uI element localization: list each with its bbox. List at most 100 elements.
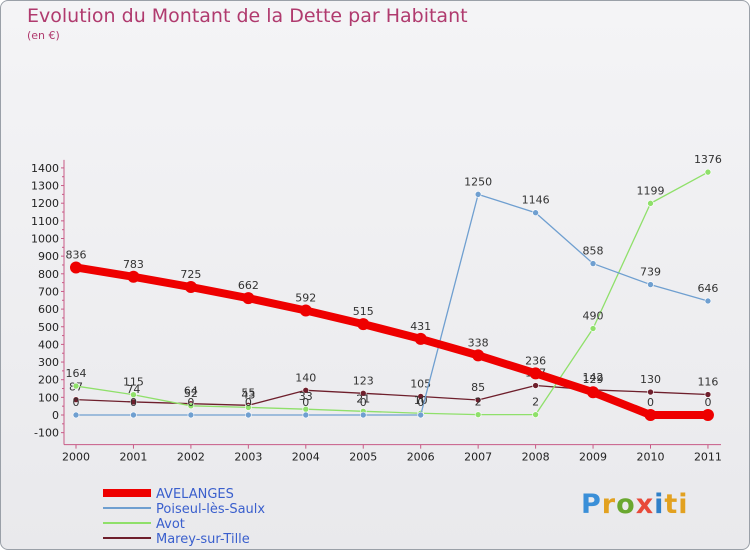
data-label-avot: 490 bbox=[583, 310, 604, 323]
data-label-marey-sur-tille: 64 bbox=[184, 385, 198, 398]
data-label-avot: 1376 bbox=[694, 153, 722, 166]
x-tick-label: 2003 bbox=[234, 451, 262, 464]
data-label-avot: 43 bbox=[241, 388, 255, 401]
data-point-avelanges bbox=[299, 304, 312, 317]
data-point-marey-sur-tille bbox=[417, 393, 425, 400]
x-tick-label: 2007 bbox=[464, 451, 492, 464]
data-label-avelanges: 725 bbox=[180, 268, 201, 281]
data-label-marey-sur-tille: 123 bbox=[353, 374, 374, 387]
data-label-poiseul-l-s-saulx: 0 bbox=[187, 396, 194, 409]
data-label-avot: 2 bbox=[532, 396, 539, 409]
data-point-avelanges bbox=[529, 367, 542, 380]
y-tick-label: 800 bbox=[38, 268, 59, 281]
data-label-poiseul-l-s-saulx: 646 bbox=[697, 282, 718, 295]
data-point-avelanges bbox=[587, 386, 600, 399]
x-tick-label: 2000 bbox=[62, 451, 90, 464]
data-label-poiseul-l-s-saulx: 739 bbox=[640, 266, 661, 279]
data-label-avelanges: 129 bbox=[583, 373, 604, 386]
data-point-avelanges bbox=[414, 332, 427, 345]
x-tick-label: 2005 bbox=[349, 451, 377, 464]
data-point-poiseul-l-s-saulx bbox=[474, 191, 482, 198]
y-tick-label: 100 bbox=[38, 391, 59, 404]
data-point-avelanges bbox=[644, 409, 657, 421]
x-tick-label: 2006 bbox=[407, 451, 435, 464]
legend-label-poiseul-l-s-saulx: Poiseul-lès-Saulx bbox=[156, 502, 265, 517]
data-point-poiseul-l-s-saulx bbox=[302, 411, 310, 419]
y-tick-label: 200 bbox=[38, 374, 59, 387]
data-label-poiseul-l-s-saulx: 0 bbox=[73, 396, 80, 409]
data-label-avelanges: 592 bbox=[295, 292, 316, 305]
data-point-avelanges bbox=[242, 292, 255, 305]
y-tick-label: -100 bbox=[34, 427, 59, 440]
data-point-marey-sur-tille bbox=[72, 396, 80, 403]
data-label-poiseul-l-s-saulx: 858 bbox=[583, 245, 604, 258]
data-point-poiseul-l-s-saulx bbox=[532, 209, 539, 217]
x-tick-label: 2002 bbox=[177, 451, 205, 464]
data-point-poiseul-l-s-saulx bbox=[130, 411, 137, 419]
data-label-avelanges: 783 bbox=[123, 258, 144, 271]
y-tick-label: 500 bbox=[38, 321, 59, 334]
data-point-marey-sur-tille bbox=[359, 389, 367, 397]
data-label-marey-sur-tille: 116 bbox=[697, 376, 718, 389]
data-point-avelanges bbox=[184, 281, 197, 294]
data-point-poiseul-l-s-saulx bbox=[245, 411, 252, 419]
data-point-marey-sur-tille bbox=[130, 398, 137, 406]
data-label-avot: 2 bbox=[475, 396, 482, 409]
data-label-avelanges: 515 bbox=[353, 305, 374, 318]
data-label-poiseul-l-s-saulx: 0 bbox=[417, 396, 424, 409]
data-label-poiseul-l-s-saulx: 1146 bbox=[522, 194, 550, 207]
x-tick-label: 2010 bbox=[637, 451, 665, 464]
series-line-avot bbox=[75, 171, 709, 416]
data-point-avot bbox=[704, 168, 712, 176]
data-point-avot bbox=[647, 200, 654, 207]
data-point-marey-sur-tille bbox=[532, 382, 539, 389]
data-point-poiseul-l-s-saulx bbox=[187, 411, 195, 419]
data-label-poiseul-l-s-saulx: 0 bbox=[302, 396, 309, 409]
x-tick-label: 2009 bbox=[579, 451, 607, 464]
y-tick-label: 600 bbox=[38, 303, 59, 316]
data-point-poiseul-l-s-saulx bbox=[417, 411, 425, 419]
data-label-marey-sur-tille: 140 bbox=[295, 371, 316, 384]
data-label-avot: 164 bbox=[66, 367, 87, 380]
series-line-poiseul-l-s-saulx bbox=[75, 193, 709, 416]
data-label-avelanges: 662 bbox=[238, 279, 259, 292]
data-label-avelanges: 431 bbox=[410, 320, 431, 333]
data-label-marey-sur-tille: 105 bbox=[410, 377, 431, 390]
data-label-marey-sur-tille: 74 bbox=[126, 383, 140, 396]
data-point-marey-sur-tille bbox=[302, 386, 310, 394]
chart-unit: (en €) bbox=[27, 29, 60, 42]
data-point-avot bbox=[245, 404, 252, 411]
data-label-avelanges: 0 bbox=[647, 396, 654, 409]
data-point-avot bbox=[474, 411, 482, 418]
data-label-poiseul-l-s-saulx: 1250 bbox=[464, 175, 492, 188]
data-label-avot: 33 bbox=[299, 390, 313, 403]
y-tick-label: 300 bbox=[38, 356, 59, 369]
data-label-avot: 115 bbox=[123, 376, 144, 389]
data-label-marey-sur-tille: 85 bbox=[471, 381, 485, 394]
x-tick-label: 2004 bbox=[292, 451, 320, 464]
data-label-avelanges: 836 bbox=[66, 248, 87, 261]
data-point-marey-sur-tille bbox=[704, 391, 712, 398]
data-point-avot bbox=[72, 382, 80, 390]
data-label-avot: 52 bbox=[184, 387, 198, 400]
data-point-avelanges bbox=[357, 318, 370, 331]
y-tick-label: 1300 bbox=[31, 180, 59, 193]
data-label-avelanges: 338 bbox=[468, 336, 489, 349]
data-label-avelanges: 236 bbox=[525, 354, 546, 367]
legend-label-marey-sur-tille: Marey-sur-Tille bbox=[156, 532, 250, 547]
y-tick-label: 900 bbox=[38, 250, 59, 263]
y-tick-label: 1100 bbox=[31, 215, 59, 228]
series-line-avelanges bbox=[72, 263, 712, 419]
data-point-poiseul-l-s-saulx bbox=[589, 260, 597, 267]
x-tick-label: 2008 bbox=[522, 451, 550, 464]
data-label-avot: 21 bbox=[356, 392, 370, 405]
data-point-avot bbox=[187, 402, 195, 410]
data-point-avelanges bbox=[70, 261, 82, 274]
y-tick-label: 0 bbox=[52, 409, 59, 422]
data-point-avot bbox=[589, 325, 597, 332]
data-label-avelanges: 0 bbox=[704, 396, 711, 409]
data-point-avot bbox=[532, 411, 539, 418]
data-label-poiseul-l-s-saulx: 0 bbox=[130, 396, 137, 409]
